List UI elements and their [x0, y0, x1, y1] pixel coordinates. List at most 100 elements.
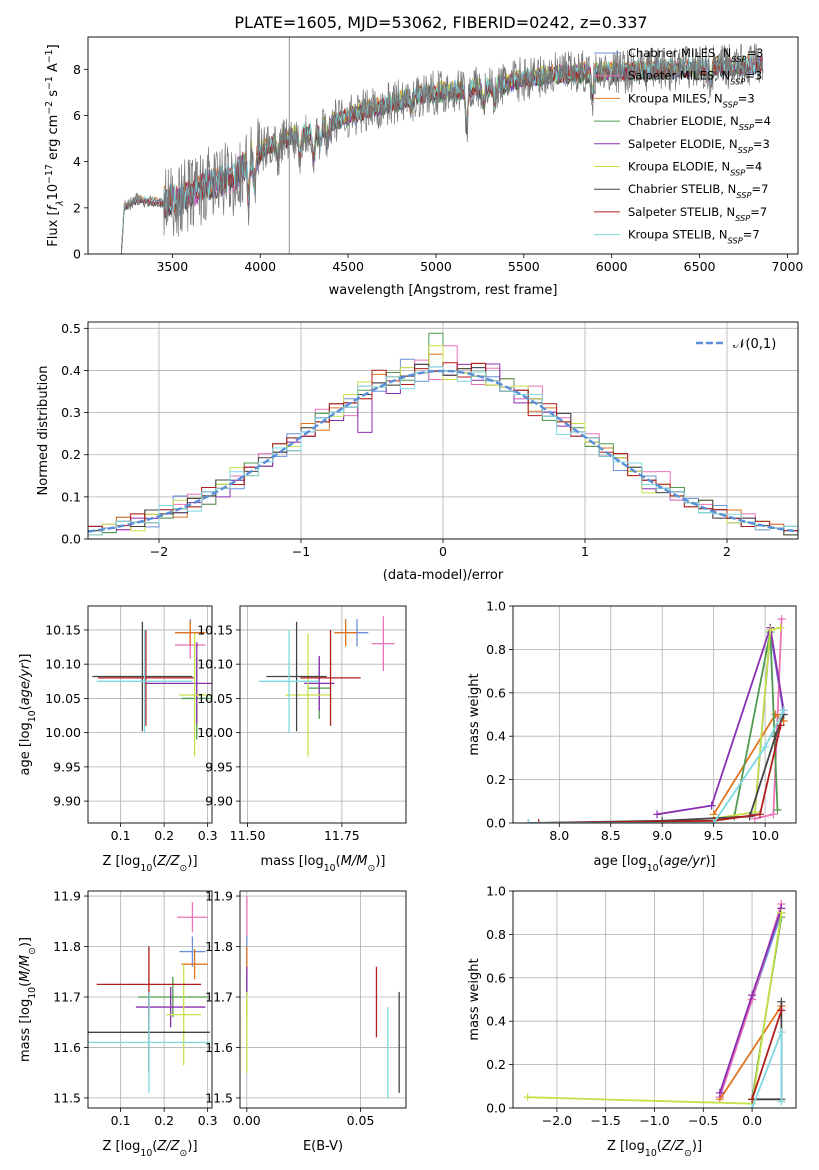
y-tick-label: 0.3 [61, 405, 81, 420]
massweight_vs_age-lines [524, 615, 788, 823]
y-tick-label: 11.5 [205, 1090, 233, 1105]
axes-frame [512, 890, 797, 1109]
series-kroupa-stelib [748, 1028, 786, 1108]
data-point-marker [776, 721, 785, 730]
x-tick-label: 7000 [772, 259, 804, 274]
age_vs_Z-points [92, 619, 212, 757]
errorbar-salpeter-miles [177, 902, 208, 933]
axes-mass_vs_EBV: 0.00 0.05 11.5 11.6 11.7 11.8 11.9 [205, 889, 407, 1128]
x-tick-label: 5500 [508, 259, 540, 274]
y-tick-label: 2 [73, 200, 81, 215]
axes-massweight_vs_Z: −2.0 −1.5 −1.0 −0.5 0.0 0.0 0.2 0.4 0.6 0.8 1.0 Z [… [467, 884, 797, 1159]
x-tick-label: 1 [581, 544, 589, 559]
data-point-marker [773, 805, 782, 814]
x-tick-label: 3500 [156, 259, 188, 274]
errorbar-salpeter-stelib [300, 629, 361, 726]
data-point-marker [523, 1093, 532, 1102]
axes-frame [87, 890, 213, 1109]
data-point-marker [777, 1028, 786, 1037]
x-tick-label: 0.00 [233, 1113, 261, 1128]
x-tick-label: 2 [723, 544, 731, 559]
data-point-marker [777, 997, 786, 1006]
x-tick-label: 11.50 [230, 828, 266, 843]
series-line [713, 626, 781, 820]
x-axis-label: E(B-V) [303, 1139, 343, 1154]
data-point-marker [776, 623, 785, 632]
figure-title: PLATE=1605, MJD=53062, FIBERID=0242, z=0… [234, 13, 647, 32]
series-salpeter-stelib [748, 1006, 786, 1104]
x-tick-label: 8.0 [549, 828, 569, 843]
x-tick-label: −2.0 [542, 1113, 572, 1128]
x-tick-label: −1.0 [639, 1113, 669, 1128]
x-tick-label: −1 [292, 544, 310, 559]
legend-entry: Kroupa ELODIE, NSSP=4 [628, 160, 762, 178]
x-tick-label: 0.1 [111, 828, 131, 843]
axes-frame [87, 36, 799, 255]
y-tick-label: 0.0 [61, 532, 81, 547]
data-point-marker [709, 819, 718, 823]
x-tick-label: 11.75 [324, 828, 360, 843]
x-tick-label: −0.5 [688, 1113, 718, 1128]
y-tick-label: 11.7 [205, 989, 233, 1004]
x-tick-label: 10.0 [751, 828, 779, 843]
y-tick-label: 11.5 [53, 1090, 81, 1105]
y-tick-label: 0.6 [486, 685, 506, 700]
errorbar-chabrier-elodie [138, 976, 208, 1018]
mass_vs_Z-points [88, 902, 210, 1093]
series-kroupa-miles [709, 710, 788, 819]
y-tick-label: 11.7 [53, 989, 81, 1004]
x-tick-label: 0.0 [742, 1113, 762, 1128]
x-tick-label: 9.0 [652, 828, 672, 843]
errorbar-kroupa-elodie [285, 633, 331, 757]
y-axis-label: age [log10(age/yr)] [18, 653, 38, 775]
series-line [751, 1010, 783, 1100]
y-tick-label: 11.9 [205, 889, 233, 904]
histogram-plot [88, 332, 798, 536]
x-axis-label: mass [log10(M/M⊙)] [261, 854, 386, 874]
y-tick-label: 0.8 [486, 927, 506, 942]
legend-entry: Salpeter ELODIE, NSSP=3 [628, 137, 770, 155]
y-tick-label: 0.1 [61, 489, 81, 504]
legend-entry: Kroupa STELIB, NSSP=7 [628, 228, 760, 246]
y-axis-label: Flux [fλ10−17 erg cm−2 s−1 A−1] [44, 44, 66, 246]
axes-massweight_vs_age: 8.0 8.5 9.0 9.5 10.0 0.0 0.2 0.4 0.6 0.8 1.0 age [l… [467, 599, 797, 874]
errorbar-salpeter-miles [372, 616, 395, 672]
x-tick-label: 6500 [684, 259, 716, 274]
x-tick-label: 5000 [420, 259, 452, 274]
axes-frame [239, 890, 407, 1109]
errorbar-kroupa-miles [181, 949, 208, 980]
series-line [719, 908, 783, 1094]
errorbar-salpeter-elodie [304, 655, 335, 711]
errorbar-salpeter-elodie [135, 986, 206, 1028]
errorbar-kroupa-elodie [166, 964, 202, 1066]
y-tick-label: 4 [73, 154, 81, 169]
axes-frame [239, 605, 407, 824]
axes-residuals: −2 −1 0 1 2 0.0 0.1 0.2 0.3 0.4 0.5 (data-model)/er… [36, 321, 799, 583]
y-tick-label: 6 [73, 108, 81, 123]
y-tick-label: 0.2 [486, 772, 506, 787]
x-tick-label: 0.3 [198, 828, 218, 843]
x-tick-label: 8.5 [601, 828, 621, 843]
axes-frame [87, 321, 799, 540]
series-kroupa-miles [715, 1002, 786, 1104]
y-tick-label: 0.2 [486, 1057, 506, 1072]
x-tick-label: −2 [150, 544, 168, 559]
data-point-marker [777, 1006, 786, 1015]
series-chabrier-stelib [524, 710, 788, 823]
y-tick-label: 0.5 [61, 321, 81, 336]
x-axis-label: Z [log10(Z/Z⊙)] [607, 1139, 702, 1159]
y-tick-label: 0.4 [486, 1014, 506, 1029]
y-tick-label: 10.15 [45, 622, 81, 637]
y-tick-label: 11.8 [205, 939, 233, 954]
y-tick-label: 9.95 [53, 759, 81, 774]
x-tick-label: 0.1 [111, 1113, 131, 1128]
series-line [528, 709, 785, 823]
errorbar-chabrier-miles [179, 936, 206, 967]
errorbar-kroupa-stelib [88, 991, 210, 1093]
data-spectrum-line [121, 43, 763, 254]
y-tick-label: 11.6 [53, 1040, 81, 1055]
legend-entry: Salpeter STELIB, NSSP=7 [628, 205, 767, 223]
errorbar-chabrier-stelib [266, 621, 327, 732]
y-tick-label: 9.90 [53, 794, 81, 809]
legend-entry: Kroupa MILES, NSSP=3 [628, 91, 755, 109]
